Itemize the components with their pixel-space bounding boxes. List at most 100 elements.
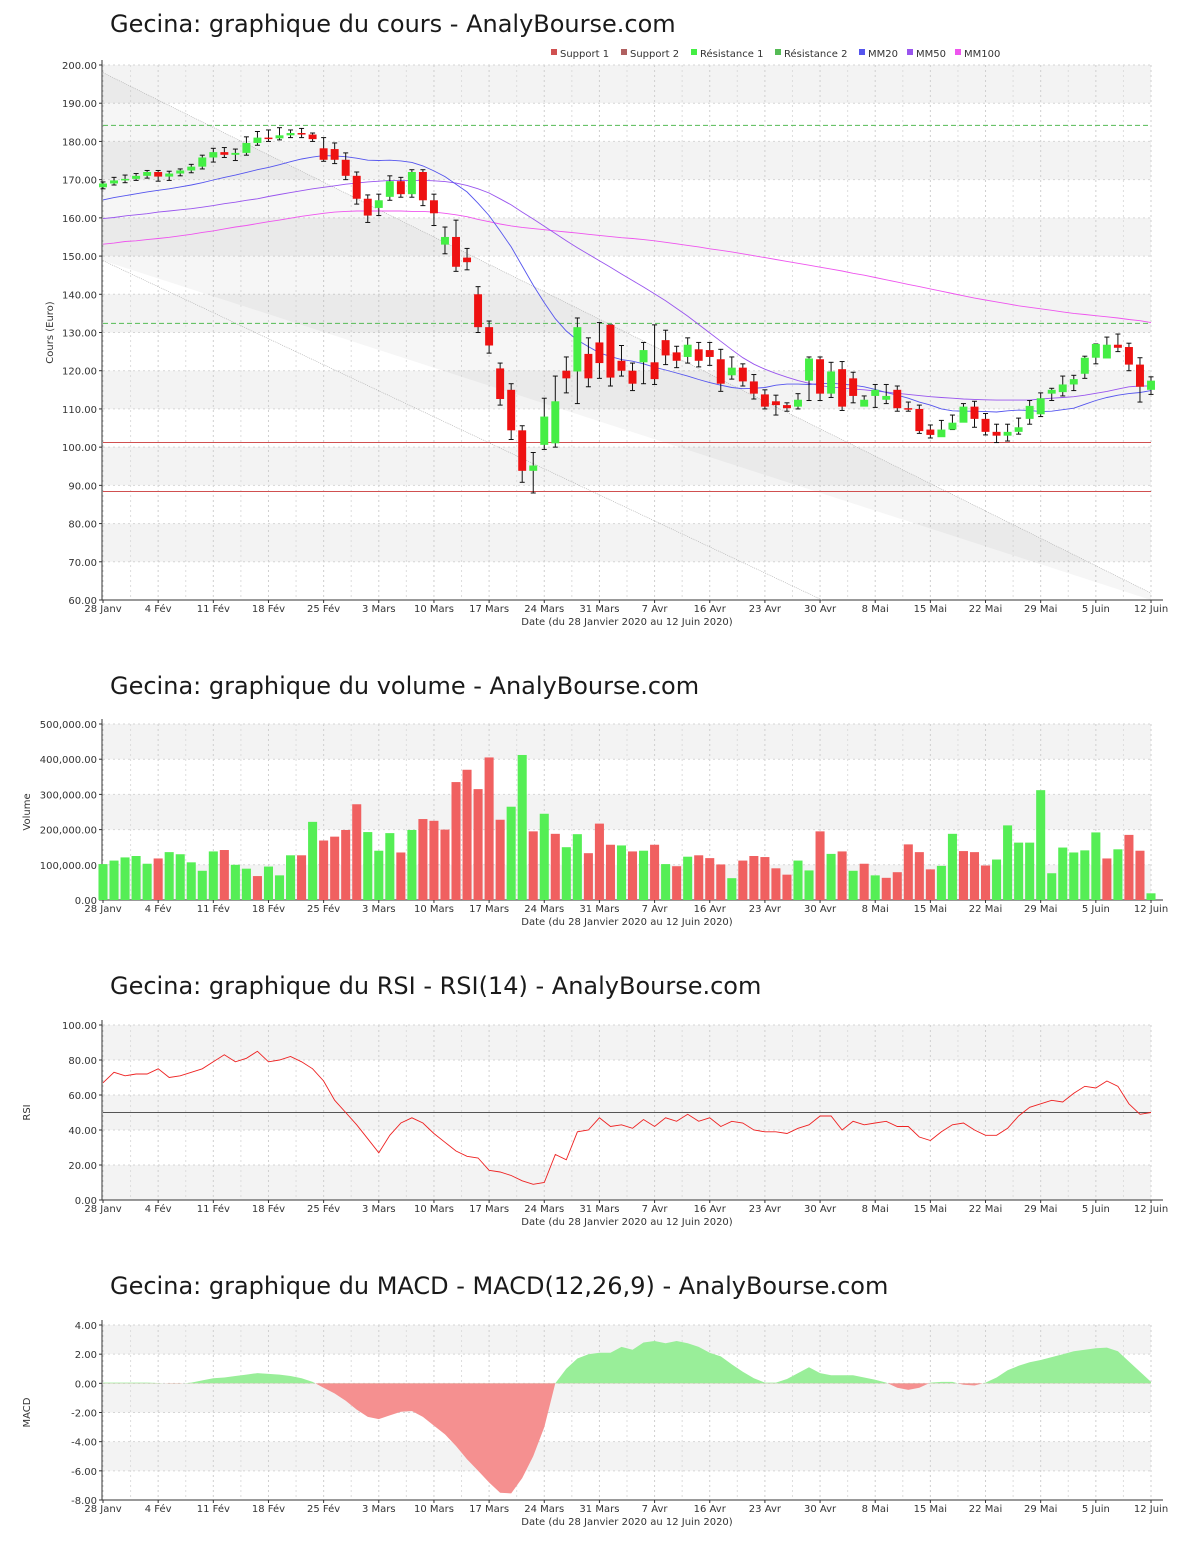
volume-yaxis-label: Volume (22, 793, 33, 830)
volume-xtick-label: 11 Fév (197, 903, 230, 915)
candle-body (904, 408, 913, 410)
volume-bar (749, 856, 759, 900)
volume-bar (572, 834, 582, 900)
candle-body (628, 370, 637, 384)
volume-xaxis-label: Date (du 28 Janvier 2020 au 12 Juin 2020… (521, 917, 733, 928)
macd-band (103, 1383, 1151, 1413)
candle-body (341, 159, 350, 176)
candles (99, 127, 1155, 494)
price-chart-title: Gecina: graphique du cours - AnalyBourse… (110, 10, 676, 38)
rsi-xtick-label: 31 Mars (579, 1204, 619, 1215)
candle-body (1135, 364, 1144, 387)
macd-frame: -8.00 -6.00 -4.00 -2.00 0.00 2.00 4.00 28 Janv 4… (22, 1320, 1168, 1528)
macd-xtick-label: 8 Mai (862, 1504, 889, 1515)
volume-bar (826, 853, 836, 900)
volume-bar (892, 872, 902, 900)
legend-label: Résistance 1 (700, 48, 763, 60)
price-xtick-label: 15 Mai (914, 604, 947, 615)
rsi-frame: 0.00 20.00 40.00 60.00 80.00 100.00 28 Janv 4 F… (22, 1020, 1168, 1228)
volume-xtick-label: 7 Avr (642, 904, 669, 915)
rsi-xtick-label: 5 Juin (1082, 1204, 1110, 1215)
price-xtick-label: 22 Mai (969, 604, 1002, 615)
price-xtick-label: 12 Juin (1134, 604, 1168, 615)
volume-bar (495, 819, 505, 900)
price-frame: 60.00 70.00 80.00 90.00 100.00 110.00 120.00 13… (45, 60, 1168, 628)
volume-bar (517, 754, 527, 900)
rsi-xtick-label: 11 Fév (197, 1203, 230, 1215)
volume-bar (1003, 825, 1013, 900)
candle-body (220, 152, 229, 155)
price-yaxis-label: Cours (Euro) (45, 301, 56, 364)
legend-swatch (691, 49, 697, 55)
volume-bar (561, 847, 571, 900)
volume-bar (120, 857, 130, 900)
volume-bar (98, 864, 108, 900)
volume-chart: 0.00 100,000.00 200,000.00 300,000.00 400,00… (22, 719, 1168, 928)
price-xtick-label: 18 Fév (252, 603, 285, 615)
candle-body (209, 152, 218, 158)
price-xtick-label: 29 Mai (1024, 604, 1057, 615)
rsi-xtick-label: 18 Fév (252, 1203, 285, 1215)
legend-label: MM100 (964, 49, 1000, 60)
volume-bar (473, 789, 483, 900)
volume-bar (539, 813, 549, 900)
channel-lower-line (102, 260, 823, 601)
volume-xtick-label: 8 Mai (862, 904, 889, 915)
macd-xtick-label: 22 Mai (969, 1504, 1002, 1515)
volume-xtick-label: 29 Mai (1024, 904, 1057, 915)
volume-bar (881, 877, 891, 900)
volume-bar (418, 819, 428, 900)
macd-xtick-label: 5 Juin (1082, 1504, 1110, 1515)
candle-body (1102, 344, 1111, 359)
macd-xtick-label: 4 Fév (145, 1503, 172, 1515)
rsi-panel: Gecina: graphique du RSI - RSI(14) - Ana… (0, 960, 1200, 1240)
macd-xtick-label: 10 Mars (414, 1504, 454, 1515)
macd-xtick-label: 29 Mai (1024, 1504, 1057, 1515)
candle-body (716, 359, 725, 384)
candle-body (507, 389, 516, 431)
rsi-ytick-label: 40.00 (68, 1126, 97, 1137)
volume-bar (870, 875, 880, 900)
macd-xtick-label: 24 Mars (524, 1504, 564, 1515)
macd-xtick-label: 17 Mars (469, 1504, 509, 1515)
candle-body (187, 166, 196, 171)
volume-xtick-label: 31 Mars (579, 904, 619, 915)
candle-body (363, 198, 372, 216)
volume-xtick-label: 25 Fév (307, 903, 340, 915)
candle-body (429, 200, 438, 214)
volume-bar (947, 833, 957, 900)
volume-bar (969, 852, 980, 900)
macd-ytick-label: -8.00 (71, 1496, 97, 1507)
candle-body (308, 134, 317, 140)
volume-bar (760, 857, 770, 900)
legend-label: Résistance 2 (784, 48, 847, 60)
candle-body (1124, 347, 1133, 365)
volume-bar (1069, 852, 1079, 900)
volume-bar (396, 852, 406, 900)
rsi-xtick-label: 25 Fév (307, 1203, 340, 1215)
candle-body (827, 371, 836, 394)
candle-body (672, 352, 681, 361)
volume-bar (981, 865, 991, 900)
candle-body (639, 350, 648, 363)
volume-bar (153, 858, 163, 900)
candle-body (782, 405, 791, 409)
volume-bar (815, 831, 825, 900)
rsi-xtick-label: 23 Avr (749, 1204, 782, 1215)
volume-bar (341, 829, 351, 900)
volume-xtick-label: 22 Mai (969, 904, 1002, 915)
macd-yaxis-label: MACD (22, 1397, 33, 1427)
candle-body (198, 157, 207, 167)
candle-body (584, 353, 593, 379)
volume-bar (683, 856, 693, 900)
candle-body (132, 175, 141, 179)
rsi-xtick-label: 10 Mars (414, 1204, 454, 1215)
rsi-yaxis-label: RSI (22, 1104, 33, 1120)
volume-bar (782, 874, 792, 900)
volume-bar (175, 854, 185, 900)
price-band (103, 370, 1151, 409)
rsi-line (102, 1050, 1152, 1185)
candle-body (110, 180, 119, 184)
volume-bar (936, 865, 946, 900)
candle-body (915, 408, 924, 432)
